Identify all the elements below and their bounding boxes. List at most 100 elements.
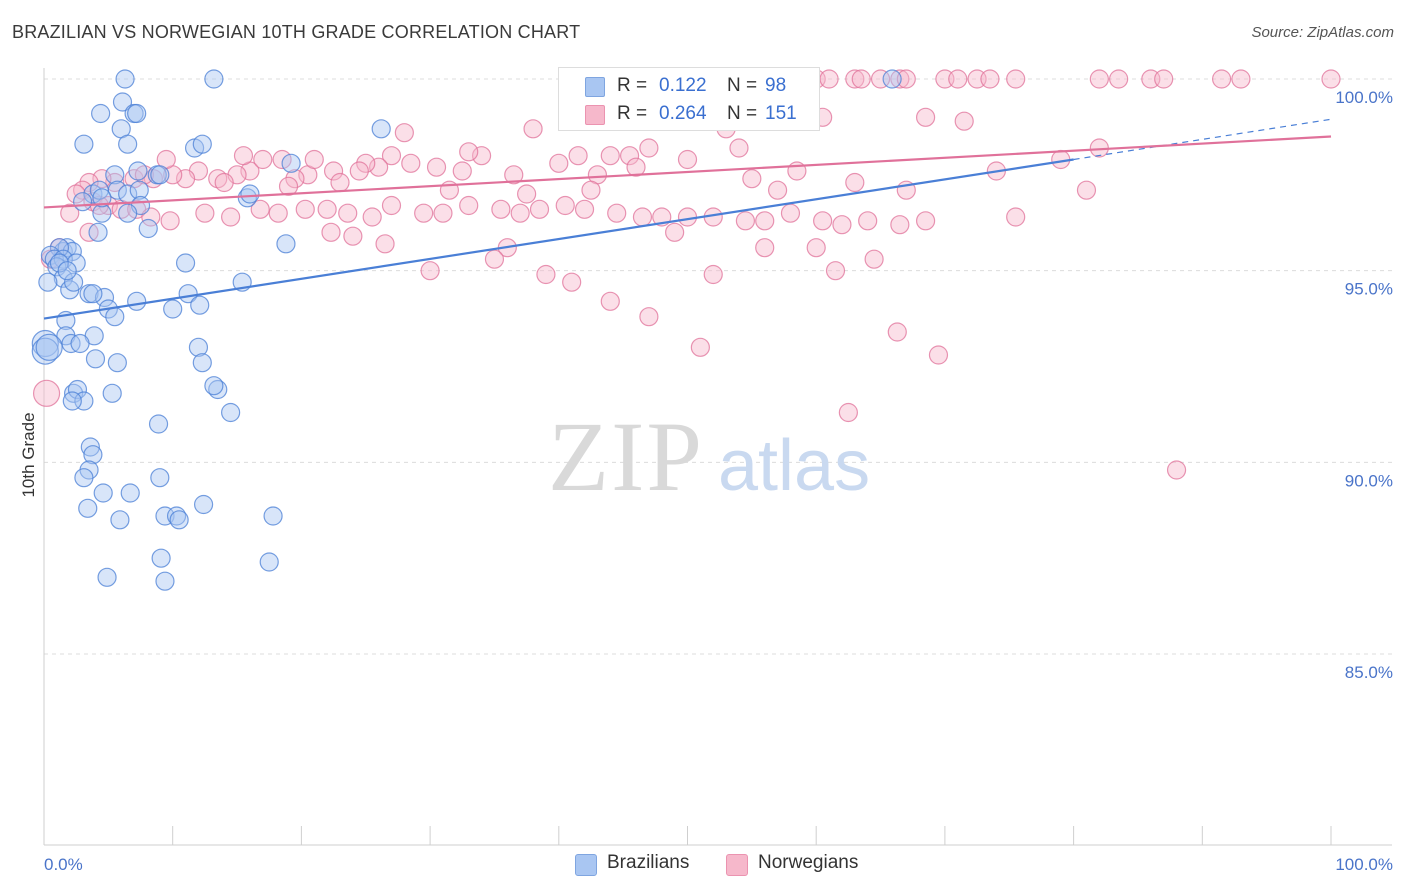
data-point: [1231, 69, 1251, 89]
data-point: [1321, 69, 1341, 89]
data-point: [690, 337, 710, 357]
data-point: [64, 383, 84, 403]
data-point: [574, 199, 595, 219]
data-point: [896, 69, 916, 89]
data-point: [188, 337, 209, 357]
data-point: [127, 103, 147, 124]
chart-title: BRAZILIAN VS NORWEGIAN 10TH GRADE CORREL…: [12, 22, 581, 42]
data-point: [1006, 207, 1026, 227]
data-point: [128, 161, 148, 181]
watermark: ZIP atlas: [548, 401, 870, 512]
data-point: [74, 134, 94, 154]
data-point: [882, 69, 902, 89]
data-point: [53, 249, 73, 269]
data-point: [887, 322, 907, 342]
data-point: [97, 567, 117, 587]
norwegians-legend-swatch: [726, 854, 748, 876]
data-point: [1212, 69, 1232, 89]
data-point: [677, 149, 698, 170]
data-point: [250, 199, 270, 219]
data-point: [78, 498, 98, 518]
data-point: [92, 188, 112, 208]
data-point: [85, 349, 106, 369]
data-point: [91, 103, 111, 124]
data-point: [155, 506, 175, 526]
data-point: [426, 157, 447, 177]
data-point: [105, 165, 125, 185]
data-point: [105, 172, 125, 193]
data-point: [276, 234, 296, 254]
data-point: [70, 333, 90, 354]
data-point: [148, 414, 169, 434]
data-point: [129, 180, 149, 200]
data-point: [677, 207, 698, 227]
data-point: [1154, 69, 1174, 89]
x-tick-label: 100.0%: [1335, 855, 1393, 874]
data-point: [825, 261, 846, 281]
data-point: [221, 402, 241, 423]
data-point: [870, 69, 891, 89]
data-point: [118, 134, 138, 154]
data-point: [67, 379, 88, 400]
data-point: [259, 552, 279, 572]
data-point: [102, 383, 122, 403]
data-point: [105, 307, 125, 327]
n-label: N =: [727, 103, 758, 124]
data-point: [263, 506, 283, 526]
data-point: [193, 494, 214, 515]
data-point: [83, 284, 103, 304]
data-point: [864, 249, 884, 269]
data-point: [626, 157, 646, 177]
data-point: [112, 92, 133, 112]
data-point: [401, 153, 421, 173]
watermark-atlas: atlas: [718, 426, 870, 506]
data-point: [281, 153, 301, 173]
data-point: [83, 445, 103, 465]
data-point: [948, 69, 968, 89]
data-point: [639, 138, 659, 158]
data-point: [832, 215, 852, 235]
data-point: [1076, 180, 1097, 200]
data-point: [838, 402, 858, 423]
data-point: [529, 199, 550, 219]
data-point: [845, 69, 865, 89]
data-point: [107, 180, 127, 200]
data-point: [890, 215, 910, 235]
data-point: [504, 165, 524, 185]
data-point: [742, 169, 762, 189]
data-point: [138, 218, 158, 239]
data-point: [31, 329, 59, 358]
data-point: [317, 199, 337, 219]
source-label: Source: ZipAtlas.com: [1251, 24, 1394, 41]
data-point: [214, 172, 234, 193]
data-point: [394, 123, 414, 143]
data-point: [31, 337, 59, 365]
trend-line-norwegians: [43, 135, 1332, 209]
data-point: [35, 333, 63, 361]
data-point: [954, 111, 974, 131]
data-point: [49, 253, 70, 273]
trend-layer: [43, 118, 1332, 320]
y-tick-label: 100.0%: [1335, 88, 1393, 107]
data-point: [1109, 69, 1129, 89]
watermark-zip: ZIP: [548, 401, 704, 512]
data-point: [369, 157, 389, 177]
data-point: [600, 146, 620, 166]
data-point: [192, 353, 212, 373]
data-point: [74, 391, 94, 411]
data-point: [295, 199, 315, 219]
data-point: [233, 146, 254, 166]
data-point: [330, 172, 350, 193]
axes: [43, 68, 1392, 846]
data-point: [381, 146, 402, 166]
data-point: [321, 222, 341, 242]
data-point: [356, 153, 376, 173]
data-point: [285, 169, 305, 189]
series-brazilians: [31, 69, 902, 591]
data-point: [980, 69, 1000, 89]
data-point: [240, 184, 260, 204]
data-point: [93, 483, 113, 503]
data-point: [175, 169, 196, 189]
data-point: [323, 161, 344, 181]
data-point: [845, 172, 865, 193]
